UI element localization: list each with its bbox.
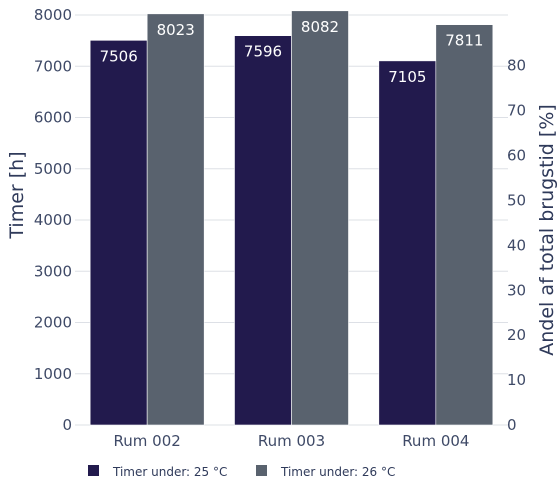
x-tick-label: Rum 002	[114, 432, 181, 450]
y-tick-label: 4000	[34, 211, 72, 229]
y-axis-title: Timer [h]	[6, 151, 28, 239]
legend-label: Timer under: 26 °C	[280, 465, 395, 479]
y-tick-label: 6000	[34, 109, 72, 127]
y2-tick-label: 40	[507, 236, 526, 254]
x-axis: Rum 002 Rum 003 Rum 004	[114, 432, 470, 450]
y2-tick-label: 0	[507, 416, 517, 434]
x-tick-label: Rum 003	[258, 432, 325, 450]
bar	[291, 10, 349, 426]
y-axis-left: 0 1000 2000 3000 4000 5000 6000 7000 8000	[34, 6, 72, 434]
legend-swatch	[88, 465, 99, 476]
y2-tick-label: 10	[507, 371, 526, 389]
y-tick-label: 2000	[34, 314, 72, 332]
y-tick-label: 7000	[34, 57, 72, 75]
y-tick-label: 8000	[34, 6, 72, 24]
bar	[378, 60, 437, 426]
y-tick-label: 0	[62, 416, 72, 434]
y-tick-label: 5000	[34, 160, 72, 178]
bars: 7506 8023 7596 8082 7105 7811	[89, 10, 494, 426]
bar-value-label: 7506	[100, 47, 138, 65]
y2-axis-title: Andel af total brugstid [%]	[536, 104, 558, 356]
bar	[234, 35, 292, 426]
y2-tick-label: 60	[507, 147, 526, 165]
y-tick-label: 1000	[34, 365, 72, 383]
bar-value-label: 8082	[301, 18, 339, 36]
bar	[89, 40, 148, 426]
y2-tick-label: 70	[507, 102, 526, 120]
y2-tick-label: 80	[507, 57, 526, 75]
y2-tick-label: 30	[507, 281, 526, 299]
y-tick-label: 3000	[34, 262, 72, 280]
bar-value-label: 7811	[445, 32, 483, 50]
x-tick-label: Rum 004	[402, 432, 469, 450]
bar-value-label: 7105	[388, 68, 426, 86]
y2-tick-label: 20	[507, 326, 526, 344]
bar	[435, 24, 494, 426]
bar-value-label: 8023	[157, 21, 195, 39]
legend: Timer under: 25 °C Timer under: 26 °C	[88, 465, 395, 479]
legend-label: Timer under: 25 °C	[112, 465, 227, 479]
bar	[146, 13, 205, 426]
y-axis-right: 0 10 20 30 40 50 60 70 80	[507, 57, 526, 434]
y2-tick-label: 50	[507, 191, 526, 209]
bar-value-label: 7596	[244, 43, 282, 61]
legend-swatch	[256, 465, 267, 476]
